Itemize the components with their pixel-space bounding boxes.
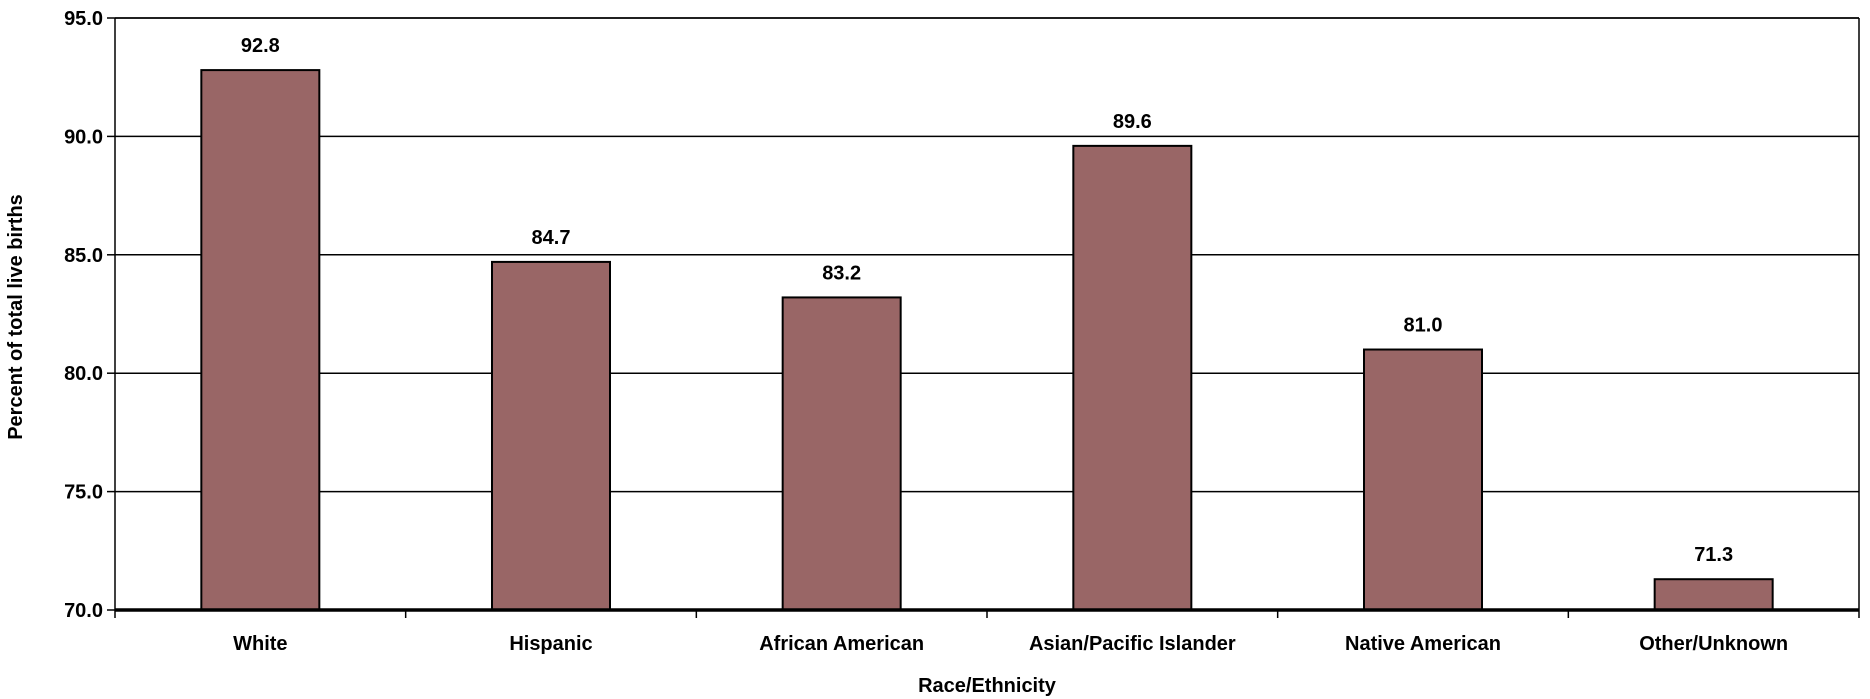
x-tick-label: Asian/Pacific Islander bbox=[1029, 633, 1236, 655]
y-tick-label: 70.0 bbox=[64, 600, 103, 622]
gridlines bbox=[115, 17, 1859, 493]
axes bbox=[107, 17, 1860, 618]
data-label: 84.7 bbox=[532, 227, 571, 249]
y-axis-title: Percent of total live births bbox=[5, 194, 27, 440]
y-tick-label: 75.0 bbox=[64, 482, 103, 504]
data-label: 71.3 bbox=[1694, 544, 1733, 566]
labels: 70.0 75.0 80.0 85.0 90.0 95.0 92.8 White 84.7 His… bbox=[64, 8, 1788, 655]
bar bbox=[491, 260, 611, 611]
bar bbox=[1653, 578, 1774, 612]
y-tick-label: 80.0 bbox=[64, 363, 103, 385]
x-tick-label: Native American bbox=[1345, 633, 1501, 655]
data-label: 92.8 bbox=[241, 35, 280, 57]
bar bbox=[781, 296, 902, 611]
data-label: 81.0 bbox=[1404, 315, 1443, 337]
bar bbox=[200, 69, 321, 611]
x-tick-label: White bbox=[233, 633, 287, 655]
x-tick-label: Other/Unknown bbox=[1639, 633, 1788, 655]
x-tick-label: African American bbox=[759, 633, 924, 655]
x-tick-label: Hispanic bbox=[509, 633, 592, 655]
y-tick-label: 95.0 bbox=[64, 8, 103, 30]
bar bbox=[1363, 348, 1483, 611]
bar bbox=[1072, 144, 1193, 611]
data-label: 89.6 bbox=[1113, 111, 1152, 133]
y-tick-label: 90.0 bbox=[64, 126, 103, 148]
bars bbox=[200, 69, 1774, 612]
y-tick-label: 85.0 bbox=[64, 245, 103, 267]
x-axis-title: Race/Ethnicity bbox=[918, 675, 1057, 697]
data-label: 83.2 bbox=[822, 262, 861, 284]
